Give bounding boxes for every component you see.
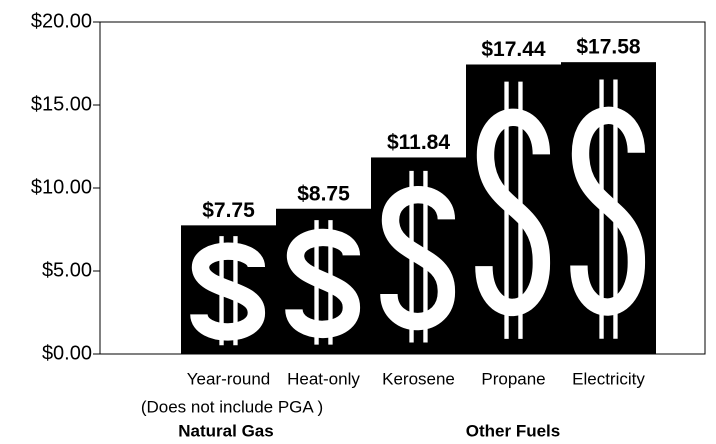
dollar-icon: [190, 236, 266, 346]
group-note: (Does not include PGA ): [141, 397, 323, 416]
y-tick-label: $5.00: [42, 259, 92, 281]
dollar-icon: [475, 81, 551, 339]
y-tick-label: $0.00: [42, 342, 92, 364]
x-tick-label: Heat-only: [287, 369, 360, 388]
value-label: $8.75: [297, 182, 350, 205]
y-tick-label: $15.00: [31, 93, 92, 115]
dollar-s: [190, 242, 266, 341]
y-tick-label: $10.00: [31, 176, 92, 198]
x-tick-label: Kerosene: [382, 369, 455, 388]
group-label: Natural Gas: [178, 421, 273, 440]
value-label: $17.58: [576, 36, 641, 59]
x-tick-label: Year-round: [187, 369, 271, 388]
dollar-icon: [380, 170, 456, 343]
dollar-s: [285, 228, 361, 338]
group-label: Other Fuels: [466, 421, 560, 440]
x-tick-label: Electricity: [572, 369, 645, 388]
y-tick-label: $20.00: [31, 10, 92, 32]
dollar-s: [380, 186, 456, 331]
value-label: $17.44: [481, 38, 546, 61]
value-label: $7.75: [202, 199, 255, 222]
dollar-s: [475, 108, 551, 317]
dollar-s: [570, 106, 646, 316]
dollar-icon: [285, 220, 361, 345]
value-label: $11.84: [387, 131, 450, 154]
dollar-icon: [570, 79, 646, 339]
x-tick-label: Propane: [481, 369, 545, 388]
